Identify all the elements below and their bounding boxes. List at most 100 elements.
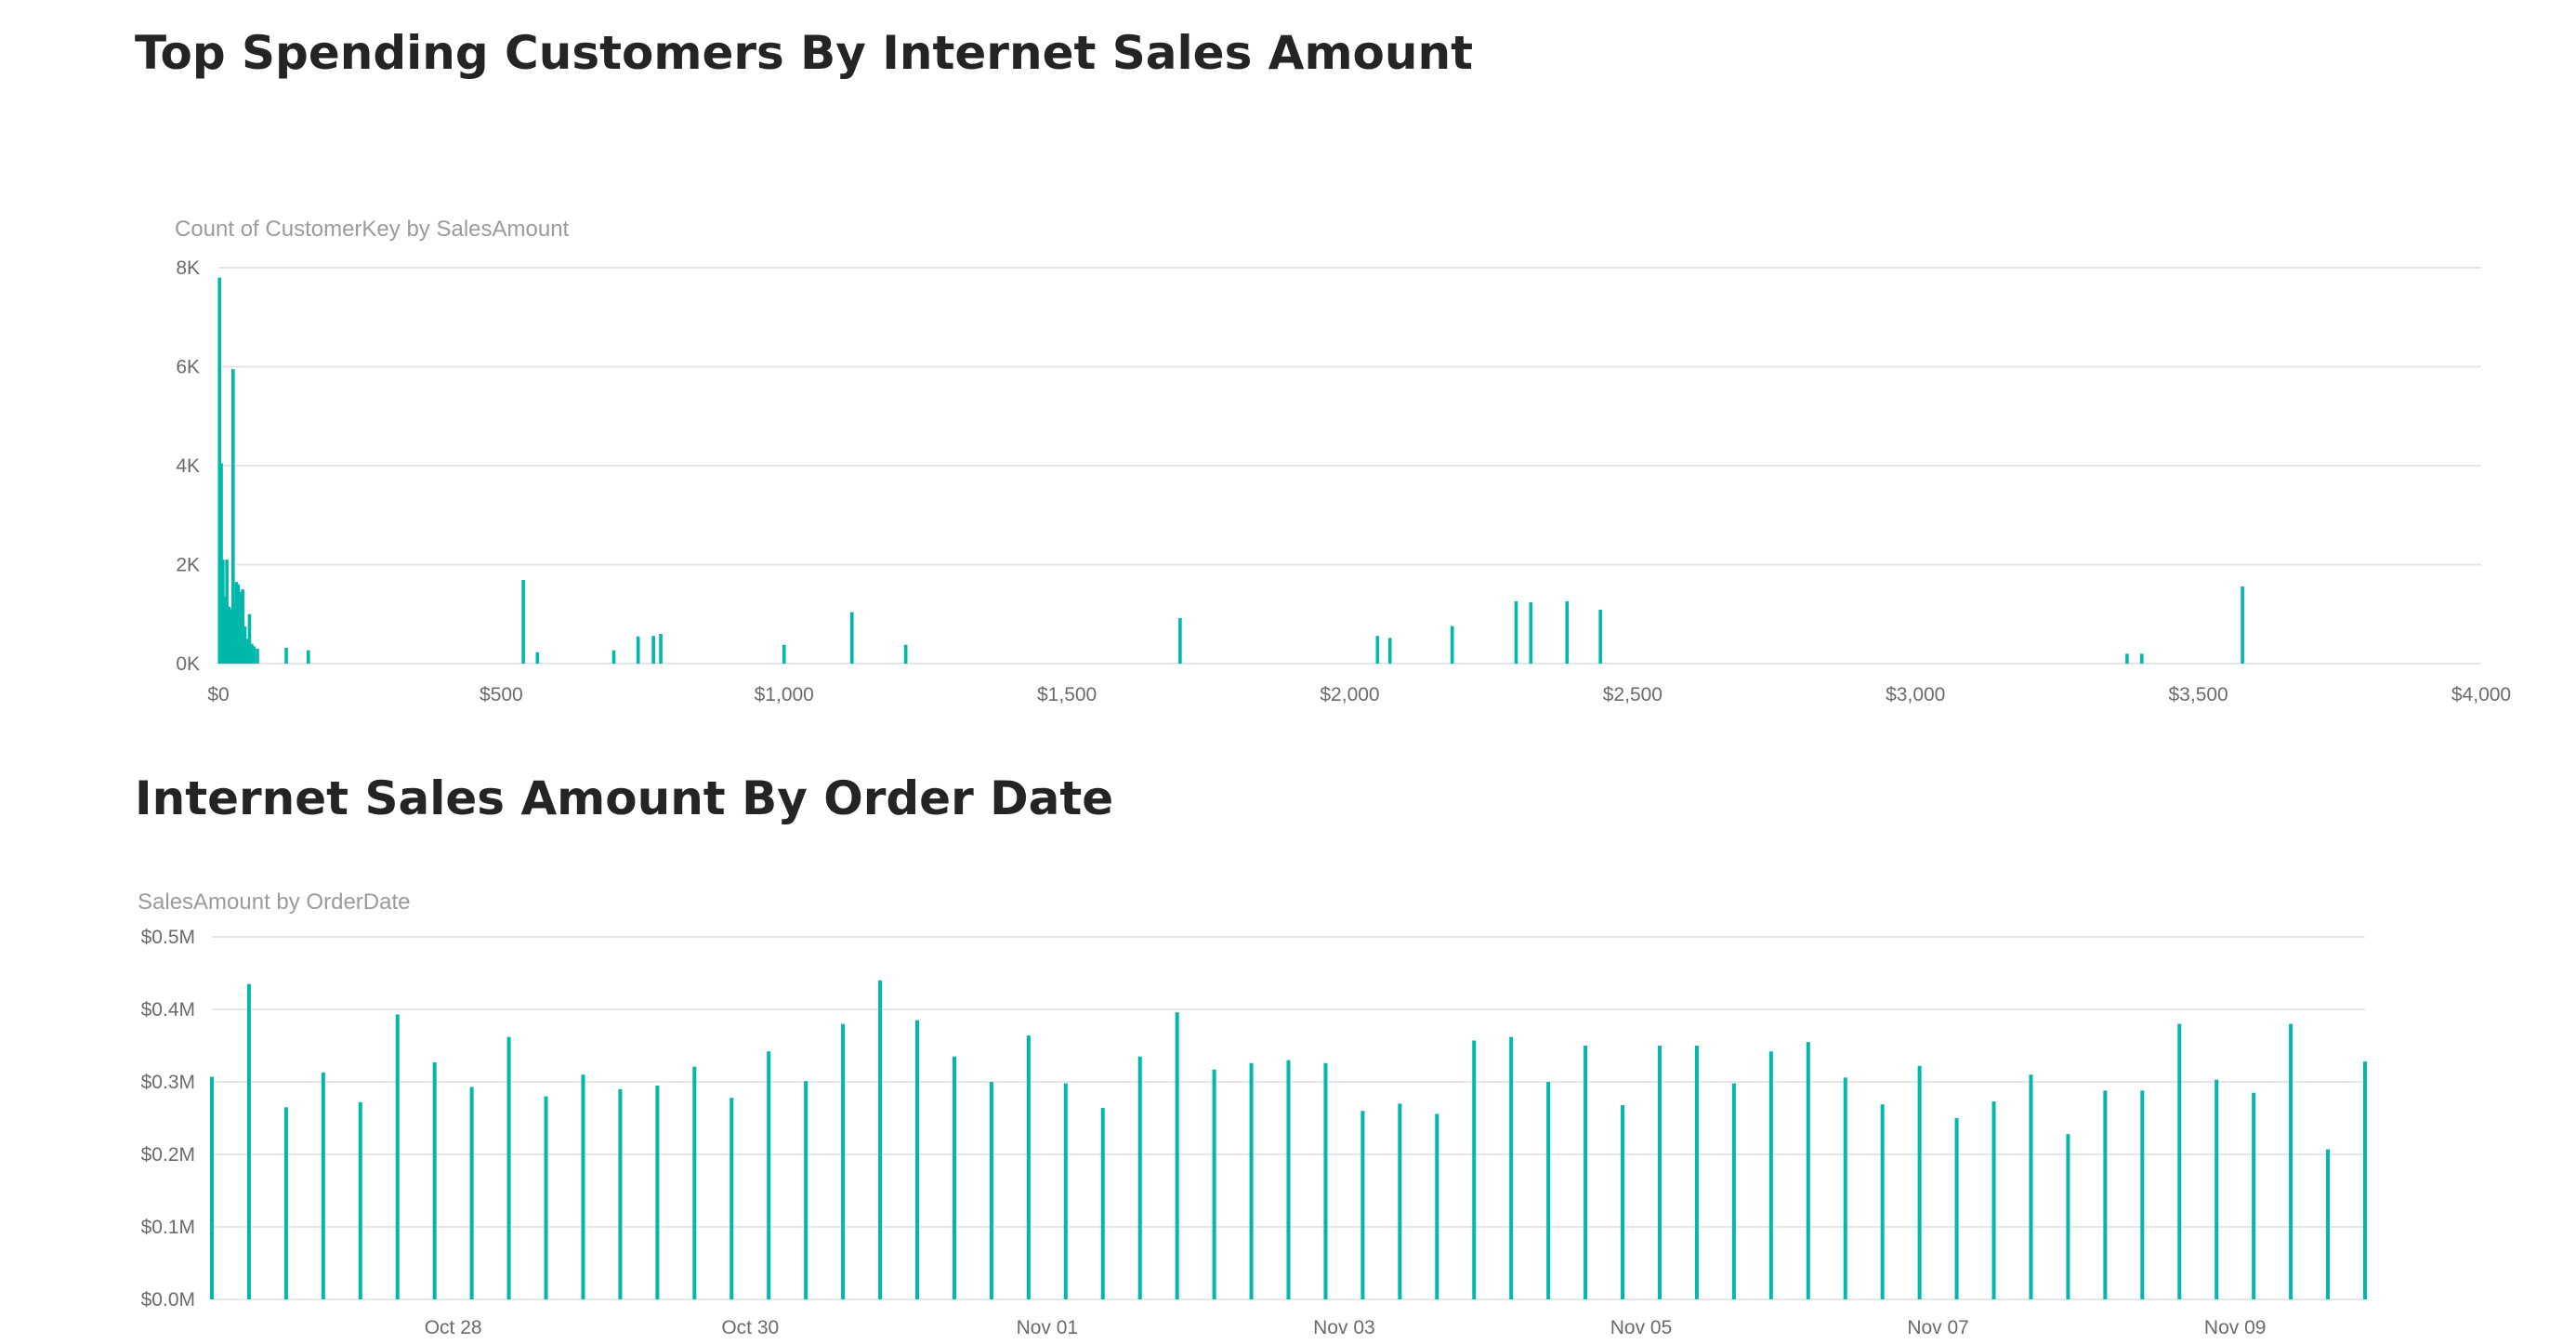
sales-bar[interactable] bbox=[2289, 1023, 2293, 1299]
sales-bar[interactable] bbox=[2066, 1134, 2070, 1299]
histogram-bar[interactable] bbox=[659, 634, 663, 664]
sales-bar[interactable] bbox=[1398, 1103, 1402, 1299]
sales-bar[interactable] bbox=[395, 1014, 400, 1299]
sales-bar[interactable] bbox=[1954, 1118, 1959, 1299]
sales-bar[interactable] bbox=[952, 1056, 956, 1299]
sales-bar[interactable] bbox=[1175, 1012, 1179, 1299]
histogram-bar[interactable] bbox=[217, 277, 222, 664]
histogram-bar[interactable] bbox=[1178, 618, 1182, 664]
histogram-bar[interactable] bbox=[250, 643, 254, 664]
sales-bar[interactable] bbox=[1509, 1036, 1514, 1299]
histogram-bar[interactable] bbox=[221, 560, 225, 664]
sales-bar[interactable] bbox=[1657, 1046, 1662, 1299]
histogram-bar[interactable] bbox=[306, 650, 310, 664]
sales-bar[interactable] bbox=[1806, 1042, 1810, 1299]
histogram-bar[interactable] bbox=[521, 580, 525, 664]
sales-bar[interactable] bbox=[2326, 1149, 2331, 1299]
sales-bar[interactable] bbox=[1843, 1077, 1847, 1299]
sales-bar[interactable] bbox=[989, 1082, 993, 1299]
histogram-bar[interactable] bbox=[247, 613, 252, 664]
sales-bar[interactable] bbox=[1026, 1035, 1031, 1299]
histogram-bar[interactable] bbox=[611, 650, 616, 664]
histogram-bar[interactable] bbox=[651, 636, 655, 664]
histogram-bar[interactable] bbox=[636, 636, 640, 664]
sales-bar[interactable] bbox=[841, 1023, 846, 1299]
histogram-bar[interactable] bbox=[234, 582, 239, 664]
histogram-bar[interactable] bbox=[2125, 653, 2129, 664]
histogram-bar[interactable] bbox=[243, 626, 247, 664]
histogram-bar[interactable] bbox=[2241, 586, 2244, 664]
sales-bar[interactable] bbox=[729, 1098, 734, 1299]
sales-bar[interactable] bbox=[1472, 1040, 1477, 1299]
sales-bar[interactable] bbox=[655, 1085, 660, 1299]
sales-bar[interactable] bbox=[1212, 1069, 1216, 1299]
histogram-bar[interactable] bbox=[231, 369, 235, 664]
sales-bar[interactable] bbox=[2140, 1090, 2145, 1299]
histogram-bar[interactable] bbox=[256, 649, 259, 664]
histogram-bar[interactable] bbox=[903, 644, 908, 664]
histogram-bar[interactable] bbox=[1450, 626, 1454, 664]
sales-bar[interactable] bbox=[246, 983, 251, 1299]
histogram-bar[interactable] bbox=[219, 463, 223, 664]
sales-bar[interactable] bbox=[767, 1051, 771, 1299]
sales-bar[interactable] bbox=[1991, 1101, 1996, 1299]
sales-bar[interactable] bbox=[1137, 1056, 1142, 1299]
sales-bar[interactable] bbox=[1100, 1108, 1105, 1299]
sales-bar[interactable] bbox=[1323, 1062, 1328, 1299]
sales-bar[interactable] bbox=[2103, 1090, 2108, 1299]
histogram-bar[interactable] bbox=[229, 609, 233, 664]
sales-bar[interactable] bbox=[2029, 1074, 2033, 1299]
sales-bar[interactable] bbox=[1063, 1083, 1068, 1299]
histogram-bar[interactable] bbox=[1387, 638, 1392, 664]
sales-bar[interactable] bbox=[804, 1081, 808, 1299]
sales-bar[interactable] bbox=[1694, 1046, 1699, 1299]
histogram-bar[interactable] bbox=[232, 604, 237, 664]
sales-bar[interactable] bbox=[915, 1020, 920, 1299]
histogram-bar[interactable] bbox=[1529, 601, 1533, 664]
sales-bar[interactable] bbox=[618, 1088, 623, 1299]
sales-bar[interactable] bbox=[1731, 1083, 1736, 1299]
sales-bar[interactable] bbox=[2252, 1092, 2256, 1299]
histogram-bar[interactable] bbox=[252, 646, 256, 664]
histogram-bar[interactable] bbox=[535, 652, 540, 664]
sales-bar[interactable] bbox=[1546, 1082, 1551, 1299]
histogram-bar[interactable] bbox=[850, 612, 854, 664]
sales-bar[interactable] bbox=[506, 1036, 511, 1299]
histogram-bar[interactable] bbox=[222, 597, 227, 664]
sales-bar[interactable] bbox=[210, 1076, 214, 1299]
sales-bar[interactable] bbox=[581, 1074, 585, 1299]
sales-bar[interactable] bbox=[2363, 1061, 2367, 1299]
sales-bar[interactable] bbox=[321, 1072, 325, 1299]
histogram-bar[interactable] bbox=[1598, 609, 1602, 664]
histogram-bar[interactable] bbox=[284, 647, 288, 664]
sales-bar[interactable] bbox=[1249, 1062, 1254, 1299]
sales-bar[interactable] bbox=[1880, 1104, 1885, 1299]
histogram-bar[interactable] bbox=[245, 639, 249, 664]
sales-bar[interactable] bbox=[692, 1066, 697, 1299]
sales-bar[interactable] bbox=[283, 1107, 288, 1299]
sales-bar[interactable] bbox=[1360, 1111, 1365, 1299]
sales-bar[interactable] bbox=[1584, 1046, 1588, 1299]
sales-bar[interactable] bbox=[1621, 1104, 1625, 1299]
histogram-bar[interactable] bbox=[225, 560, 229, 664]
sales-bar[interactable] bbox=[358, 1101, 362, 1299]
sales-bar[interactable] bbox=[2177, 1023, 2182, 1299]
sales-bar[interactable] bbox=[878, 980, 883, 1299]
sales-bar[interactable] bbox=[1435, 1113, 1439, 1299]
sales-bar[interactable] bbox=[1768, 1051, 1773, 1299]
histogram-bar[interactable] bbox=[782, 644, 786, 664]
histogram-bar[interactable] bbox=[2139, 653, 2144, 664]
histogram-bar[interactable] bbox=[227, 606, 231, 664]
sales-bar[interactable] bbox=[1917, 1065, 1922, 1299]
sales-bar[interactable] bbox=[469, 1087, 474, 1299]
histogram-bar[interactable] bbox=[1565, 600, 1570, 664]
histogram-bar[interactable] bbox=[238, 591, 243, 664]
histogram-bar[interactable] bbox=[1375, 636, 1380, 664]
sales-bar[interactable] bbox=[1286, 1060, 1291, 1299]
sales-bar[interactable] bbox=[544, 1096, 548, 1299]
histogram-bar[interactable] bbox=[241, 589, 244, 664]
sales-bar[interactable] bbox=[2215, 1079, 2219, 1299]
histogram-bar[interactable] bbox=[236, 584, 241, 664]
histogram-bar[interactable] bbox=[1514, 600, 1518, 664]
sales-bar[interactable] bbox=[432, 1061, 437, 1299]
